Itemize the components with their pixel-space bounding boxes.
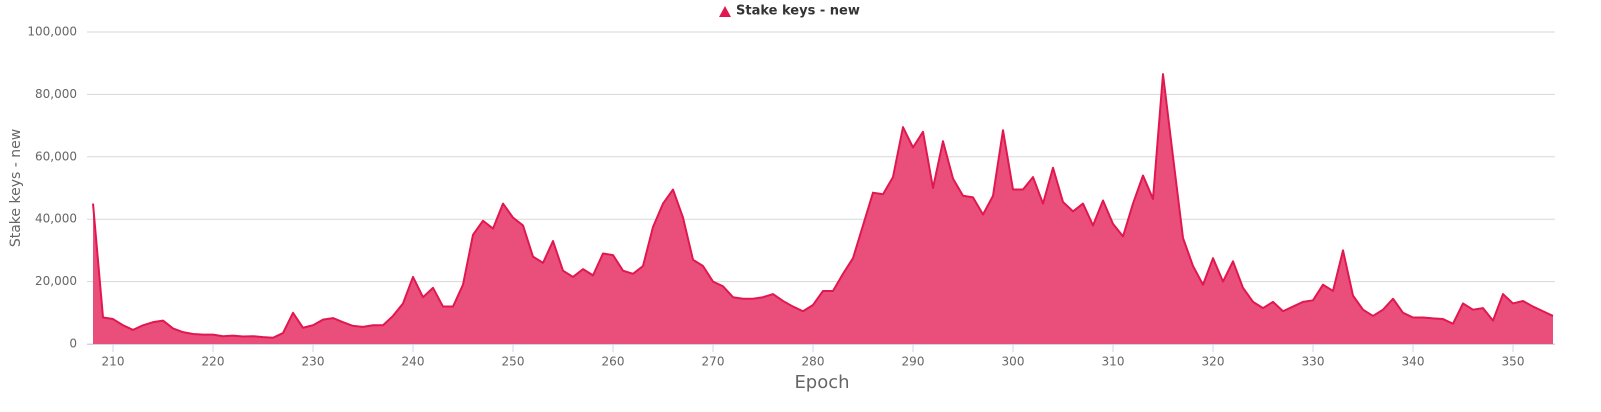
x-tick-label: 340 — [1402, 355, 1425, 369]
x-axis-title: Epoch — [794, 372, 849, 393]
y-tick-label: 100,000 — [27, 25, 77, 39]
x-tick-label: 350 — [1502, 355, 1525, 369]
area — [93, 74, 1553, 345]
x-tick-label: 270 — [702, 355, 725, 369]
x-tick-label: 210 — [102, 355, 125, 369]
line — [92, 73, 1554, 339]
y-tick-label: 60,000 — [35, 149, 77, 163]
x-tick-label: 300 — [1002, 355, 1025, 369]
y-tick-label: 40,000 — [35, 212, 77, 226]
y-tick-label: 20,000 — [35, 274, 77, 288]
x-tick-label: 320 — [1202, 355, 1225, 369]
x-tick-label: 260 — [602, 355, 625, 369]
x-tick-label: 290 — [902, 355, 925, 369]
y-tick-label: 0 — [69, 337, 77, 351]
x-tick-label: 310 — [1102, 355, 1125, 369]
legend-marker[interactable] — [719, 6, 731, 17]
legend-label[interactable]: Stake keys - new — [736, 4, 860, 19]
y-tick-label: 80,000 — [35, 87, 77, 101]
x-tick-label: 330 — [1302, 355, 1325, 369]
y-axis-title: Stake keys - new — [8, 129, 24, 247]
x-tick-label: 230 — [302, 355, 325, 369]
x-tick-label: 240 — [402, 355, 425, 369]
x-tick-label: 280 — [802, 355, 825, 369]
x-tick-label: 220 — [202, 355, 225, 369]
x-tick-label: 250 — [502, 355, 525, 369]
